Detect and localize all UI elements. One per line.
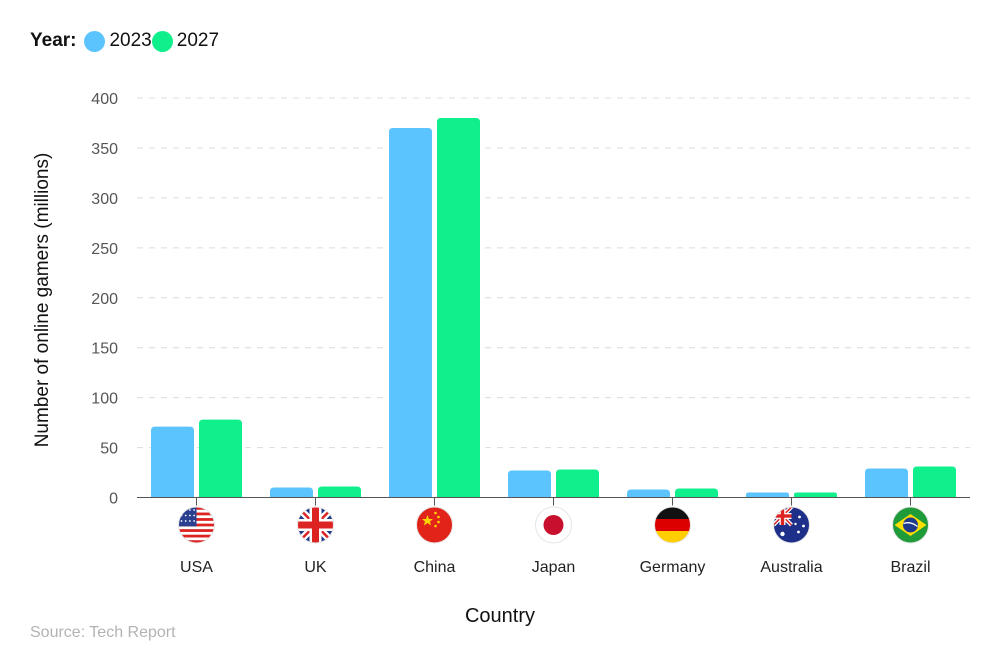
legend-label-2023: 2023 bbox=[109, 30, 152, 51]
bar-2027-china bbox=[437, 117, 480, 498]
y-tick-label: 0 bbox=[109, 491, 118, 508]
y-tick-label: 250 bbox=[91, 241, 118, 258]
x-tick-label: Brazil bbox=[890, 559, 930, 576]
x-tick-label: USA bbox=[180, 559, 213, 576]
australia-flag-icon bbox=[773, 506, 810, 544]
legend-title: Year: bbox=[30, 30, 77, 51]
y-tick-label: 400 bbox=[91, 91, 118, 108]
y-axis-label: Number of online gamers (millions) bbox=[32, 153, 53, 448]
legend-swatch-2027 bbox=[151, 30, 173, 52]
uk-flag-icon bbox=[297, 506, 334, 544]
y-tick-label: 350 bbox=[91, 141, 118, 158]
x-tick-label: China bbox=[414, 559, 456, 576]
y-tick-label: 150 bbox=[91, 341, 118, 358]
bar-2023-china bbox=[389, 127, 432, 498]
bar-2027-uk bbox=[318, 486, 361, 498]
x-axis-label: Country bbox=[465, 605, 535, 627]
bar-2027-brazil bbox=[913, 466, 956, 498]
brazil-flag-icon bbox=[892, 506, 929, 544]
bar-2023-germany bbox=[627, 489, 670, 498]
japan-flag-icon bbox=[535, 506, 572, 544]
legend-swatch-2023 bbox=[84, 30, 106, 52]
x-tick-label: Australia bbox=[760, 559, 822, 576]
bar-2023-australia bbox=[746, 492, 789, 498]
y-tick-label: 200 bbox=[91, 291, 118, 308]
germany-flag-icon bbox=[654, 506, 691, 544]
x-tick-label: Germany bbox=[640, 559, 706, 576]
x-tick-label: UK bbox=[304, 559, 327, 576]
bar-2027-germany bbox=[675, 488, 718, 498]
x-tick-label: Japan bbox=[532, 559, 576, 576]
bar-2023-uk bbox=[270, 487, 313, 498]
bar-2023-japan bbox=[508, 470, 551, 498]
source-note: Source: Tech Report bbox=[30, 624, 176, 641]
legend-item-2023: 2023 bbox=[84, 30, 152, 52]
y-tick-label: 50 bbox=[100, 441, 118, 458]
legend-label-2027: 2027 bbox=[176, 30, 220, 51]
y-tick-label: 100 bbox=[91, 391, 118, 408]
bar-2027-usa bbox=[199, 419, 242, 498]
usa-flag-icon bbox=[178, 506, 215, 544]
bar-2023-usa bbox=[151, 426, 194, 498]
bar-2023-brazil bbox=[865, 468, 908, 498]
legend: Year: 2023 2027 bbox=[30, 30, 219, 52]
legend-item-2027: 2027 bbox=[151, 30, 220, 52]
china-flag-icon bbox=[416, 506, 453, 544]
bar-2027-australia bbox=[794, 492, 837, 498]
y-tick-label: 300 bbox=[91, 191, 118, 208]
bar-2027-japan bbox=[556, 469, 599, 498]
